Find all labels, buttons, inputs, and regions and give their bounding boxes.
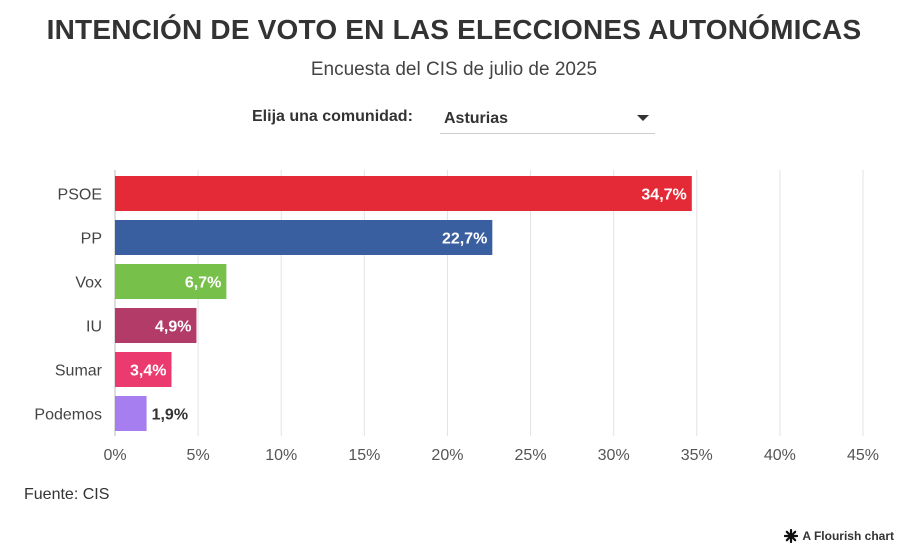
flourish-credit-link[interactable]: A Flourish chart: [784, 529, 894, 543]
x-tick-label: 20%: [431, 447, 463, 464]
x-tick-label: 5%: [187, 447, 210, 464]
flourish-logo-icon: [784, 529, 799, 543]
value-label: 4,9%: [155, 319, 191, 336]
x-tick-label: 15%: [348, 447, 380, 464]
bar: [115, 220, 493, 255]
community-dropdown-value: Asturias: [444, 110, 509, 127]
source-note: Fuente: CIS: [24, 486, 110, 503]
chart-subtitle: Encuesta del CIS de julio de 2025: [310, 59, 598, 80]
x-tick-label: 45%: [847, 447, 879, 464]
x-tick-label: 40%: [764, 447, 796, 464]
category-label: Vox: [75, 275, 102, 292]
community-selector-label: Elija una comunidad:: [252, 108, 413, 125]
x-tick-label: 30%: [598, 447, 630, 464]
value-label: 1,9%: [152, 407, 188, 424]
x-tick-label: 35%: [681, 447, 713, 464]
value-label: 22,7%: [442, 231, 487, 248]
chart-title: INTENCIÓN DE VOTO EN LAS ELECCIONES AUTO…: [46, 14, 862, 45]
x-tick-label: 25%: [515, 447, 547, 464]
bar: [115, 308, 197, 343]
bar-chart: 0% 5% 10% 15% 20% 25% 30% 35% 40% 45% PSOE 34,7% PP 2…: [34, 170, 879, 464]
bar: [115, 396, 147, 431]
value-label: 3,4%: [130, 363, 166, 380]
x-tick-label: 10%: [265, 447, 297, 464]
community-dropdown[interactable]: Asturias: [440, 102, 655, 134]
category-label: PP: [81, 231, 102, 248]
category-label: IU: [86, 319, 102, 336]
category-label: Sumar: [55, 363, 103, 380]
category-label: PSOE: [58, 187, 102, 204]
x-tick-label: 0%: [103, 447, 126, 464]
bar: [115, 352, 172, 387]
bar: [115, 176, 692, 211]
value-label: 34,7%: [641, 187, 686, 204]
category-label: Podemos: [34, 407, 102, 424]
chevron-down-icon: [637, 115, 649, 121]
flourish-credit-text: A Flourish chart: [802, 529, 894, 543]
bar: [115, 264, 227, 299]
value-label: 6,7%: [185, 275, 221, 292]
